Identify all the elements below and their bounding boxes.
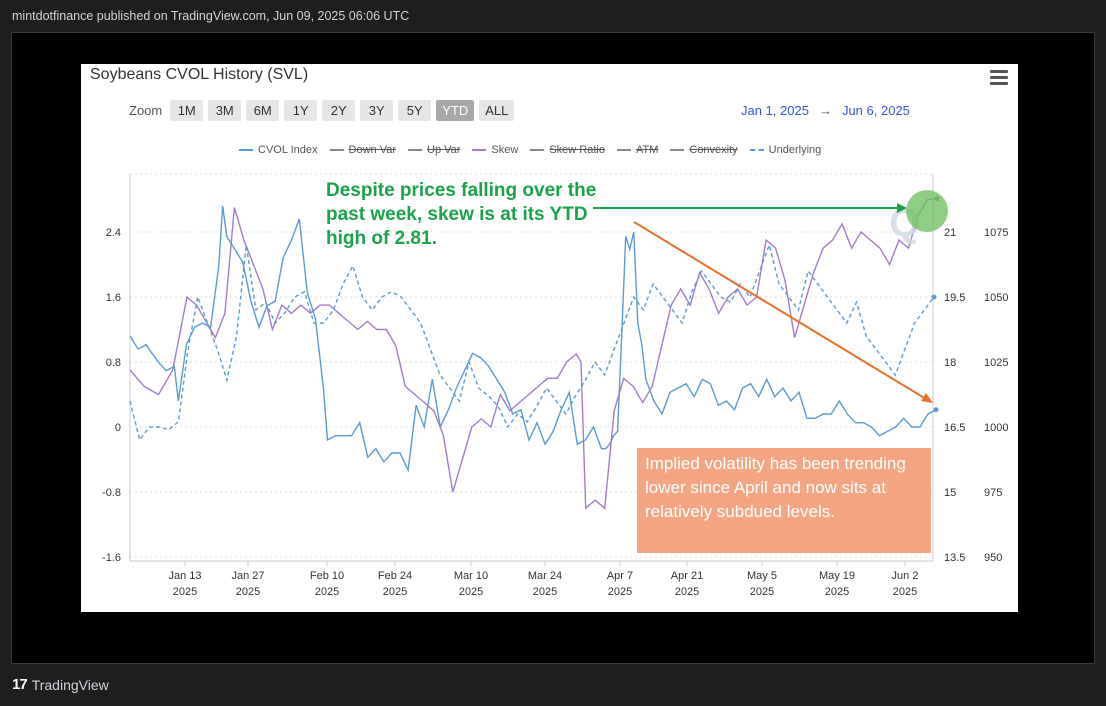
highlight-circle bbox=[906, 190, 948, 232]
x-tick-year: 2025 bbox=[459, 586, 483, 598]
range-arrow: → bbox=[818, 103, 832, 118]
series-end-point bbox=[933, 407, 939, 413]
date-range: Jan 1, 2025 → Jun 6, 2025 bbox=[741, 103, 910, 118]
x-tick-label: Feb 10 bbox=[310, 570, 344, 582]
y-tick-label-left: 0.8 bbox=[106, 357, 121, 369]
x-tick-label: Mar 10 bbox=[454, 570, 488, 582]
legend-label: Skew bbox=[491, 144, 519, 156]
legend-item[interactable]: Underlying bbox=[749, 144, 822, 156]
legend-label: ATM bbox=[635, 144, 659, 156]
x-tick-year: 2025 bbox=[675, 586, 699, 598]
x-tick-year: 2025 bbox=[533, 586, 557, 598]
legend-swatch bbox=[472, 149, 487, 151]
legend-swatch bbox=[239, 149, 253, 151]
legend-swatch bbox=[408, 149, 422, 151]
legend-swatch bbox=[749, 149, 764, 151]
y-tick-label-cvol: 13.5 bbox=[944, 552, 965, 564]
legend-label: CVOL Index bbox=[258, 144, 318, 156]
y-tick-label-underlying: 975 bbox=[984, 487, 1002, 499]
zoom-all-button[interactable]: ALL bbox=[479, 100, 515, 121]
x-tick-label: Mar 24 bbox=[528, 570, 562, 582]
chart-title: Soybeans CVOL History (SVL) bbox=[90, 66, 309, 83]
footer-brand[interactable]: TradingView bbox=[31, 676, 109, 693]
zoom-3m-button[interactable]: 3M bbox=[208, 100, 242, 121]
y-tick-label-underlying: 950 bbox=[984, 552, 1002, 564]
menu-icon[interactable] bbox=[990, 70, 1008, 86]
series-end-point bbox=[931, 294, 937, 300]
publish-header: mintdotfinance published on TradingView.… bbox=[12, 9, 410, 23]
zoom-1y-button[interactable]: 1Y bbox=[284, 100, 318, 121]
legend-swatch bbox=[616, 149, 631, 151]
zoom-5y-button[interactable]: 5Y bbox=[398, 100, 432, 121]
x-tick-label: May 5 bbox=[747, 570, 777, 582]
footer: 17 TradingView bbox=[12, 676, 109, 693]
y-tick-label-left: 2.4 bbox=[106, 227, 121, 239]
x-tick-year: 2025 bbox=[236, 586, 260, 598]
zoom-ytd-button[interactable]: YTD bbox=[436, 100, 475, 121]
x-tick-year: 2025 bbox=[750, 586, 774, 598]
legend-item[interactable]: Skew bbox=[472, 144, 518, 156]
legend-item[interactable]: Up Var bbox=[408, 144, 460, 156]
cvol-annotation: Implied volatility has been trending low… bbox=[637, 448, 931, 553]
legend-label: Underlying bbox=[768, 144, 822, 156]
range-to[interactable]: Jun 6, 2025 bbox=[841, 103, 910, 118]
legend-item[interactable]: Skew Ratio bbox=[530, 144, 605, 156]
skew-annotation: Despite prices falling over the past wee… bbox=[326, 180, 597, 249]
x-tick-label: Apr 7 bbox=[607, 570, 633, 582]
orange-arrow-head bbox=[921, 393, 933, 403]
legend-item[interactable]: Convexity bbox=[670, 144, 738, 156]
x-tick-label: Apr 21 bbox=[671, 570, 703, 582]
legend-item[interactable]: CVOL Index bbox=[239, 144, 318, 156]
y-tick-label-left: -1.6 bbox=[102, 552, 121, 564]
x-tick-label: Feb 24 bbox=[378, 570, 412, 582]
legend-item[interactable]: ATM bbox=[616, 144, 659, 156]
legend-label: Up Var bbox=[427, 144, 461, 156]
y-tick-label-left: -0.8 bbox=[102, 487, 121, 499]
legend-swatch bbox=[530, 149, 545, 151]
series-skew bbox=[129, 198, 938, 510]
y-tick-label-underlying: 1000 bbox=[984, 422, 1008, 434]
range-from[interactable]: Jan 1, 2025 bbox=[741, 103, 809, 118]
zoom-label: Zoom bbox=[129, 103, 163, 118]
y-tick-label-underlying: 1050 bbox=[984, 292, 1008, 304]
y-tick-label-cvol: 21 bbox=[944, 227, 956, 239]
legend-label: Down Var bbox=[348, 144, 396, 156]
legend-item[interactable]: Down Var bbox=[329, 144, 396, 156]
x-tick-label: May 19 bbox=[819, 570, 855, 582]
x-tick-year: 2025 bbox=[383, 586, 407, 598]
y-tick-label-cvol: 16.5 bbox=[944, 422, 965, 434]
y-tick-label-left: 1.6 bbox=[106, 292, 121, 304]
x-tick-year: 2025 bbox=[315, 586, 339, 598]
green-arrow-head bbox=[897, 203, 907, 213]
x-tick-label: Jun 2 bbox=[892, 570, 919, 582]
legend-swatch bbox=[670, 149, 685, 151]
y-tick-label-underlying: 1075 bbox=[984, 227, 1008, 239]
x-tick-label: Jan 27 bbox=[231, 570, 264, 582]
y-tick-label-underlying: 1025 bbox=[984, 357, 1008, 369]
x-tick-year: 2025 bbox=[608, 586, 632, 598]
series-cvol-index bbox=[129, 205, 937, 473]
y-tick-label-cvol: 19.5 bbox=[944, 292, 965, 304]
zoom-bar: Zoom 1M 3M 6M 1Y 2Y 3Y 5Y YTD ALL bbox=[129, 100, 515, 121]
tradingview-logo-icon: 17 bbox=[12, 676, 28, 693]
orange-arrow-line bbox=[633, 221, 927, 400]
x-tick-year: 2025 bbox=[825, 586, 849, 598]
y-tick-label-cvol: 15 bbox=[944, 487, 956, 499]
zoom-3y-button[interactable]: 3Y bbox=[360, 100, 394, 121]
x-tick-year: 2025 bbox=[173, 586, 197, 598]
zoom-6m-button[interactable]: 6M bbox=[246, 100, 280, 121]
chart-legend: CVOL Index Down Var Up Var Skew Skew Ratio AT… bbox=[239, 144, 821, 156]
y-tick-label-left: 0 bbox=[115, 422, 121, 434]
chart-plot: 2.4 21 1075 1.6 19.5 1050 0.8 18 1025 0 16.5 1000 -0… bbox=[102, 173, 1008, 598]
legend-swatch bbox=[329, 149, 344, 151]
series-underlying bbox=[129, 242, 935, 442]
x-tick-label: Jan 13 bbox=[168, 570, 201, 582]
legend-label: Skew Ratio bbox=[549, 144, 605, 156]
chart-card: Soybeans CVOL History (SVL) Zoom 1M 3M 6… bbox=[81, 64, 1018, 612]
zoom-2y-button[interactable]: 2Y bbox=[322, 100, 356, 121]
x-tick-year: 2025 bbox=[893, 586, 917, 598]
y-tick-label-cvol: 18 bbox=[944, 357, 956, 369]
zoom-1m-button[interactable]: 1M bbox=[170, 100, 204, 121]
legend-label: Convexity bbox=[689, 144, 738, 156]
